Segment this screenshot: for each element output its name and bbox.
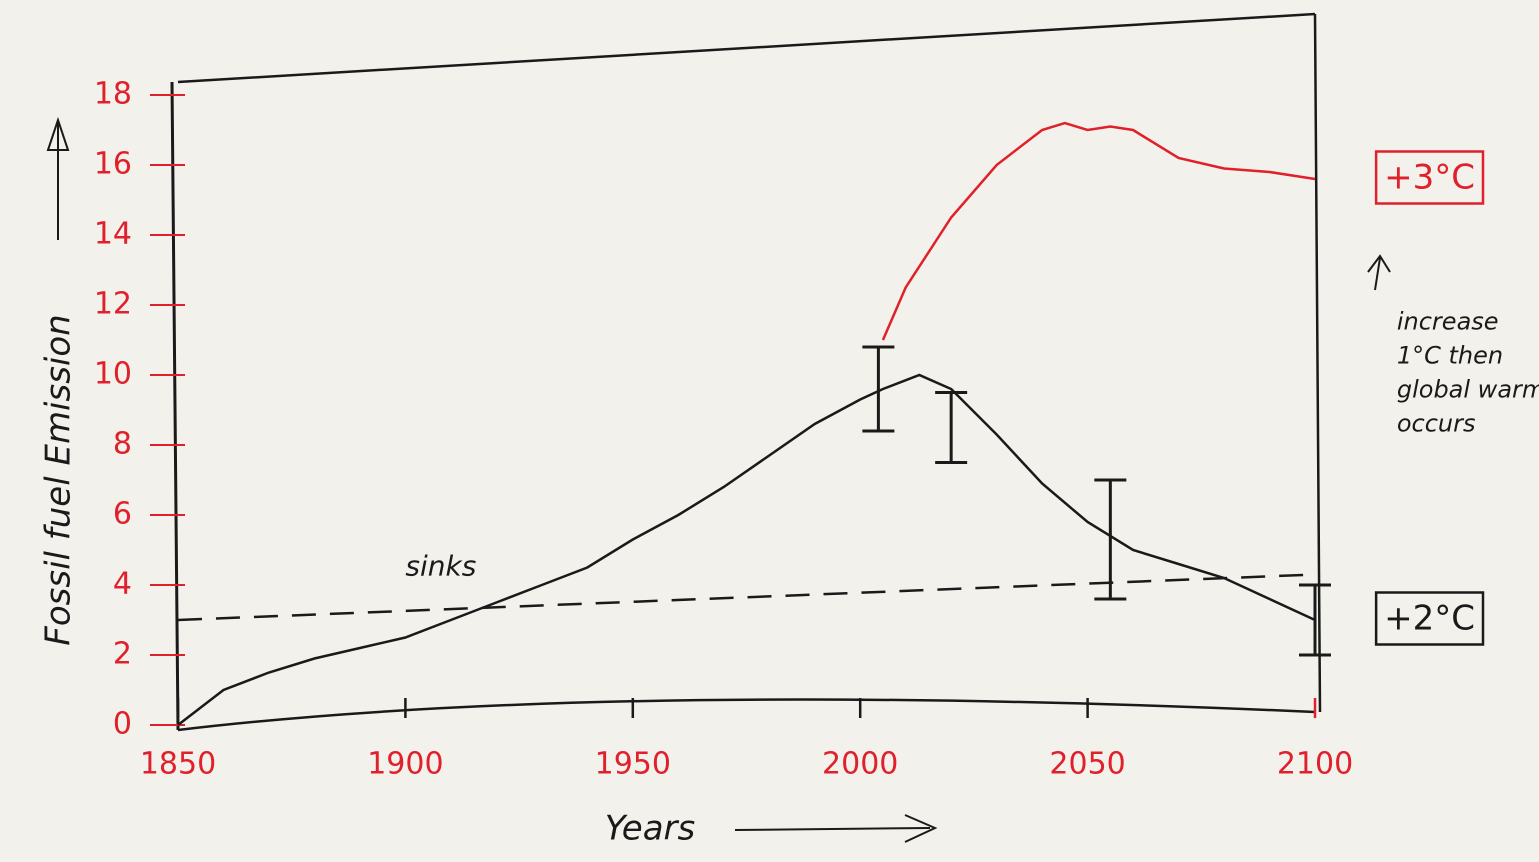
y-tick-label: 0 <box>113 707 132 742</box>
chart: Fossil fuel Emission Years 0 2 4 6 8 10 12 14 16… <box>0 0 1539 862</box>
x-tick-label: 1950 <box>595 747 671 782</box>
annotation: +2°C <box>1384 599 1475 639</box>
x-tick-label: 2050 <box>1049 747 1125 782</box>
y-tick-label: 16 <box>94 147 132 182</box>
y-tick-label: 12 <box>94 287 132 322</box>
y-tick-label: 14 <box>94 217 132 252</box>
annotation: +3°C <box>1384 158 1475 198</box>
y-tick-label: 2 <box>113 637 132 672</box>
x-tick-label: 2100 <box>1277 747 1353 782</box>
y-tick-label: 10 <box>94 357 132 392</box>
x-tick-label: 1850 <box>140 747 216 782</box>
y-tick-label: 4 <box>113 567 132 602</box>
annotation: sinks <box>405 550 476 583</box>
y-tick-label: 6 <box>113 497 132 532</box>
y-tick-label: 18 <box>94 77 132 112</box>
y-axis-title: Fossil fuel Emission <box>39 314 79 645</box>
paper <box>0 0 1539 862</box>
y-tick-label: 8 <box>113 427 132 462</box>
x-tick-label: 2000 <box>822 747 898 782</box>
x-axis-title: Years <box>605 809 695 849</box>
x-tick-label: 1900 <box>367 747 443 782</box>
